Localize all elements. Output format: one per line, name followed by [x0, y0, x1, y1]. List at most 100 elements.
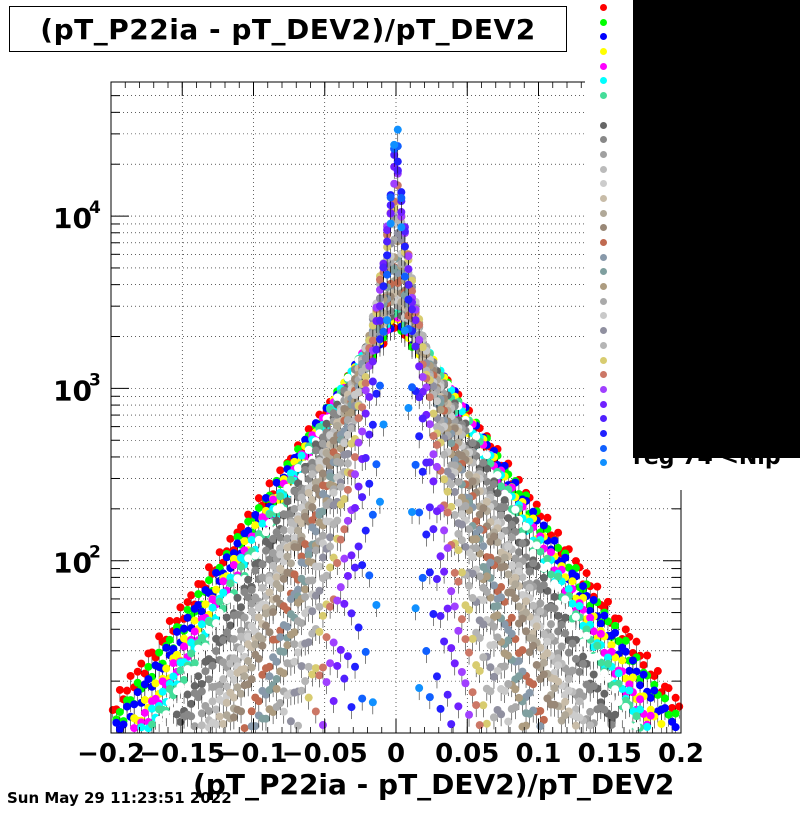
data-point [130, 700, 139, 709]
data-point [272, 657, 281, 666]
data-point [265, 519, 274, 528]
data-point [219, 636, 228, 645]
data-point [283, 497, 292, 506]
data-point [568, 639, 577, 648]
data-point [660, 694, 669, 703]
data-point [564, 563, 573, 572]
data-point [233, 683, 242, 692]
data-point [614, 614, 623, 623]
data-point [579, 659, 588, 668]
data-point [162, 710, 171, 719]
data-point [165, 685, 174, 694]
data-point [507, 533, 516, 542]
data-point [237, 689, 246, 698]
data-point [219, 577, 228, 586]
data-point [311, 527, 320, 536]
data-point [254, 494, 263, 503]
data-point [308, 470, 317, 479]
data-point [625, 666, 634, 675]
data-point [504, 570, 513, 579]
data-point [525, 648, 534, 657]
data-point [529, 680, 538, 689]
data-point [475, 510, 484, 519]
data-point [522, 721, 531, 730]
data-point [603, 617, 612, 626]
data-point [212, 619, 221, 628]
data-point [525, 709, 534, 718]
data-point [603, 659, 612, 668]
data-point [286, 526, 295, 535]
data-point [561, 629, 570, 638]
data-point [571, 612, 580, 621]
data-point [258, 670, 267, 679]
data-point [190, 616, 199, 625]
data-point [500, 562, 509, 571]
data-point [571, 557, 580, 566]
data-point [611, 710, 620, 719]
data-point [607, 647, 616, 656]
data-point [493, 538, 502, 547]
data-point [671, 709, 680, 718]
data-point [479, 458, 488, 467]
data-point [272, 675, 281, 684]
data-point [297, 472, 306, 481]
data-point [258, 635, 267, 644]
data-point [582, 631, 591, 640]
data-point [522, 627, 531, 636]
data-point [582, 569, 591, 578]
data-point [204, 625, 213, 634]
data-point [254, 654, 263, 663]
data-point [343, 373, 352, 382]
data-point [468, 477, 477, 486]
data-point [272, 684, 281, 693]
data-point [237, 603, 246, 612]
data-point [204, 576, 213, 585]
data-point [436, 405, 445, 414]
data-point [294, 648, 303, 657]
data-point [318, 507, 327, 516]
data-point [279, 526, 288, 535]
data-point [607, 720, 616, 729]
data-point [172, 710, 181, 719]
data-point [450, 461, 459, 470]
data-series [147, 294, 645, 733]
data-point [172, 616, 181, 625]
data-point [265, 672, 274, 681]
data-point [579, 582, 588, 591]
data-point [504, 651, 513, 660]
data-point [229, 693, 238, 702]
data-point [318, 439, 327, 448]
data-point [621, 625, 630, 634]
data-point [514, 548, 523, 557]
data-point [522, 597, 531, 606]
data-point [454, 477, 463, 486]
data-point [244, 657, 253, 666]
data-point [482, 587, 491, 596]
data-point [240, 724, 249, 733]
data-point [529, 507, 538, 516]
data-point [525, 567, 534, 576]
data-point [529, 601, 538, 610]
data-point [165, 635, 174, 644]
data-point [115, 707, 124, 716]
data-point [514, 672, 523, 681]
data-point [643, 651, 652, 660]
data-point [201, 600, 210, 609]
data-point [212, 720, 221, 729]
data-point [258, 641, 267, 650]
data-point [297, 552, 306, 561]
data-point [304, 425, 313, 434]
data-point [479, 542, 488, 551]
data-point [261, 546, 270, 555]
data-point [286, 475, 295, 484]
data-point [315, 422, 324, 431]
data-point [229, 549, 238, 558]
data-point [614, 697, 623, 706]
data-point [482, 497, 491, 506]
data-point [269, 549, 278, 558]
data-point [269, 561, 278, 570]
data-point [147, 720, 156, 729]
data-point [628, 656, 637, 665]
data-point [222, 682, 231, 691]
data-point [258, 560, 267, 569]
